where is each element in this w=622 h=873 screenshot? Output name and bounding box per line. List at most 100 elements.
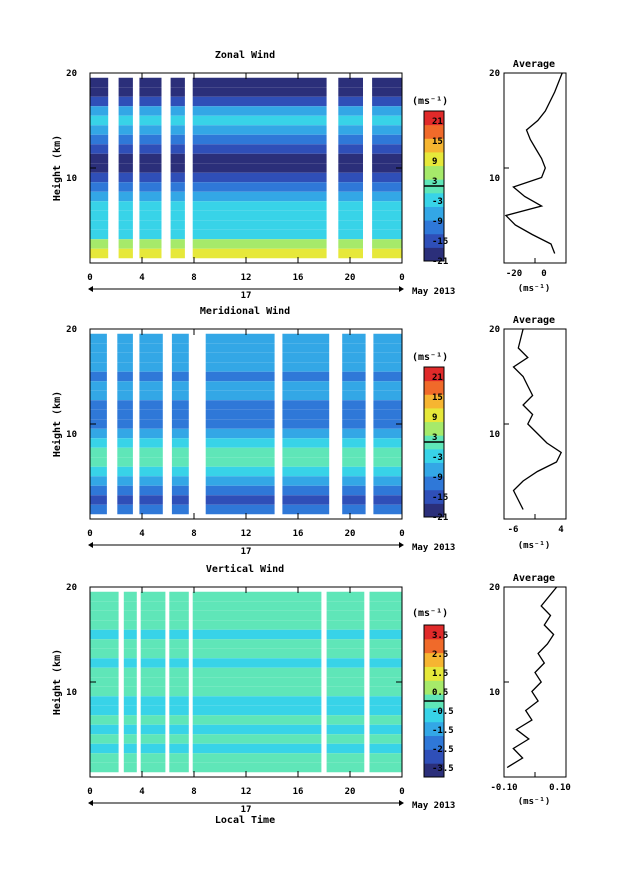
heatmap-row xyxy=(90,248,402,259)
avg-y-tick-label: 10 xyxy=(489,688,500,698)
colorbar-unit: (ms⁻¹) xyxy=(412,96,448,107)
heatmap-row xyxy=(90,753,402,763)
day-axis: 17 May 2013 xyxy=(88,286,455,301)
heatmap-row xyxy=(90,686,402,697)
avg-y-tick-label: 20 xyxy=(489,69,500,79)
avg-x-axis-label: (ms⁻¹) xyxy=(518,284,551,294)
colorbar-unit: (ms⁻¹) xyxy=(412,352,448,363)
colorbar-swatch xyxy=(424,165,444,180)
no-data-gap xyxy=(162,329,172,519)
colorbar-tick-label: 9 xyxy=(432,413,437,423)
colorbar-ticks: 21 15 9 3 -3 -9 -15 -21 xyxy=(432,117,448,267)
y-tick-label: 10 xyxy=(66,688,77,698)
colorbar-unit: (ms⁻¹) xyxy=(412,608,448,619)
colorbar-tick-label: -9 xyxy=(432,473,443,483)
no-data-gap xyxy=(136,587,141,777)
colorbar-tick-label: -15 xyxy=(432,237,448,247)
plot-frame xyxy=(89,72,403,264)
no-data-gap xyxy=(184,73,193,263)
avg-x-tick-label: 0.10 xyxy=(549,783,571,793)
colorbar-swatch xyxy=(424,407,444,423)
colorbar-tick-label: -0.5 xyxy=(432,707,454,717)
average-title: Average xyxy=(513,573,555,584)
no-data-gap xyxy=(274,329,283,519)
colorbar-swatch xyxy=(424,652,444,667)
colorbar-swatch xyxy=(424,367,444,382)
average-line xyxy=(512,328,563,510)
x-tick-label: 20 xyxy=(345,273,356,283)
avg-x-tick-label: -20 xyxy=(506,269,522,279)
panel-vertical: Vertical Wind Height (km) 20 10 0 4 8 12… xyxy=(51,563,571,826)
heatmap-row xyxy=(90,677,402,687)
x-ticks: 0 4 8 12 16 20 0 xyxy=(87,787,404,797)
heatmap-row xyxy=(90,620,402,630)
heatmap-row xyxy=(90,639,402,649)
x-tick-label: 16 xyxy=(293,787,304,797)
heatmap-row xyxy=(90,87,402,97)
avg-y-tick-label: 10 xyxy=(489,174,500,184)
heatmap-row xyxy=(90,705,402,716)
colorbar-swatch xyxy=(424,421,444,436)
day-axis: 17 May 2013 xyxy=(88,542,455,557)
colorbar-tick-label: -2.5 xyxy=(432,745,454,755)
average-line xyxy=(506,586,558,769)
heatmap-row xyxy=(90,485,402,496)
average-line xyxy=(504,72,563,254)
no-data-gap xyxy=(365,329,374,519)
x-tick-label: 12 xyxy=(241,529,252,539)
colorbar-tick-label: 3 xyxy=(432,433,437,443)
average-profile-zonal xyxy=(503,72,567,263)
avg-y-tick-label: 10 xyxy=(489,430,500,440)
heatmap-meridional xyxy=(89,328,403,519)
x-tick-label: 8 xyxy=(191,273,196,283)
date-label: May 2013 xyxy=(412,801,455,811)
colorbar-swatch xyxy=(424,247,444,262)
colorbar-swatch xyxy=(424,638,444,654)
colorbar-tick-label: -15 xyxy=(432,493,448,503)
no-data-gap xyxy=(132,329,140,519)
heatmap-row xyxy=(90,229,402,240)
x-tick-label: 4 xyxy=(139,273,145,283)
average-title: Average xyxy=(513,315,555,326)
heatmap-row xyxy=(90,390,402,401)
colorbar-tick-label: 21 xyxy=(432,117,443,127)
heatmap-row xyxy=(90,352,402,363)
colorbar-tick-label: -21 xyxy=(432,257,448,267)
heatmap-row xyxy=(90,696,402,706)
panel-title: Vertical Wind xyxy=(206,563,284,575)
heatmap-row xyxy=(90,362,402,372)
x-tick-label: 0 xyxy=(399,273,404,283)
heatmap-row xyxy=(90,239,402,249)
heatmap-row xyxy=(90,125,402,135)
heatmap-row xyxy=(90,419,402,429)
y-tick-label: 10 xyxy=(66,174,77,184)
heatmap-row xyxy=(90,495,402,505)
x-axis-label: Local Time xyxy=(215,814,275,826)
colorbar-tick-label: 1.5 xyxy=(432,669,448,679)
heatmap-row xyxy=(90,591,402,602)
heatmap-row xyxy=(90,153,402,164)
y-tick-label: 20 xyxy=(66,69,77,79)
heatmap-row xyxy=(90,457,402,467)
colorbar-swatch xyxy=(424,124,444,139)
heatmap-row xyxy=(90,144,402,154)
heatmap-row xyxy=(90,77,402,88)
colorbar-tick-label: 2.5 xyxy=(432,650,448,660)
heatmap-row xyxy=(90,201,402,211)
x-tick-label: 0 xyxy=(87,787,92,797)
heatmap-row xyxy=(90,371,402,382)
colorbar-ticks: 21 15 9 3 -3 -9 -15 -21 xyxy=(432,373,448,523)
colorbar-tick-label: 15 xyxy=(432,137,443,147)
heatmap-row xyxy=(90,428,402,439)
no-data-gap xyxy=(161,73,171,263)
heatmap-row xyxy=(90,601,402,611)
x-tick-label: 8 xyxy=(191,787,196,797)
avg-x-tick-label: 4 xyxy=(558,525,564,535)
colorbar-meridional xyxy=(423,366,445,518)
average-frame xyxy=(503,72,567,264)
no-data-gap xyxy=(363,73,373,263)
heatmap-row xyxy=(90,172,402,183)
colorbar-swatch xyxy=(424,111,444,126)
heatmap-row xyxy=(90,610,402,621)
